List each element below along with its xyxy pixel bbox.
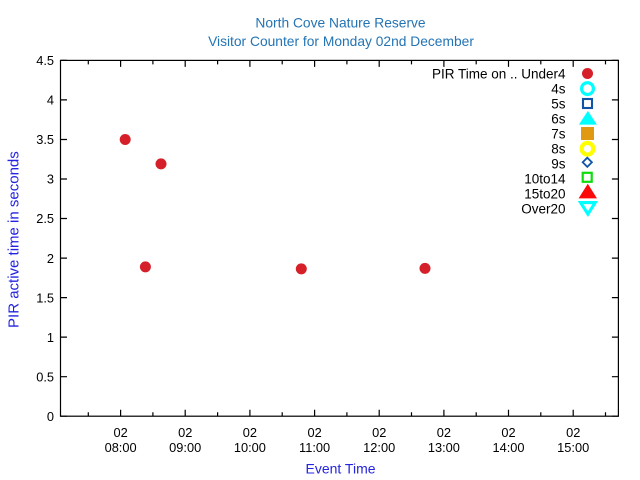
- svg-text:4: 4: [47, 93, 54, 108]
- svg-text:1.5: 1.5: [36, 290, 54, 305]
- svg-text:12:00: 12:00: [363, 440, 395, 455]
- svg-text:13:00: 13:00: [428, 440, 460, 455]
- svg-text:10:00: 10:00: [234, 440, 266, 455]
- svg-text:08:00: 08:00: [105, 440, 137, 455]
- svg-text:1: 1: [47, 330, 54, 345]
- svg-text:2: 2: [47, 251, 54, 266]
- svg-text:0.5: 0.5: [36, 369, 54, 384]
- svg-text:02: 02: [501, 425, 515, 440]
- svg-text:3.5: 3.5: [36, 132, 54, 147]
- svg-text:Event Time: Event Time: [305, 461, 375, 477]
- svg-text:4.5: 4.5: [36, 53, 54, 68]
- svg-text:11:00: 11:00: [299, 440, 330, 455]
- svg-text:North Cove Nature Reserve: North Cove Nature Reserve: [255, 16, 426, 31]
- svg-text:5s: 5s: [551, 96, 566, 111]
- svg-text:7s: 7s: [551, 126, 566, 141]
- svg-text:Visitor Counter for Monday 02n: Visitor Counter for Monday 02nd December: [208, 34, 474, 49]
- svg-text:Over20: Over20: [521, 201, 565, 216]
- svg-text:PIR active time in seconds: PIR active time in seconds: [6, 151, 23, 328]
- svg-text:3: 3: [47, 172, 54, 187]
- svg-text:02: 02: [566, 425, 580, 440]
- svg-text:0: 0: [47, 409, 54, 424]
- svg-text:02: 02: [113, 425, 127, 440]
- svg-text:14:00: 14:00: [492, 440, 524, 455]
- svg-text:02: 02: [178, 425, 192, 440]
- svg-text:02: 02: [307, 425, 321, 440]
- svg-text:09:00: 09:00: [169, 440, 201, 455]
- svg-text:8s: 8s: [551, 141, 566, 156]
- svg-text:9s: 9s: [551, 156, 566, 171]
- svg-text:4s: 4s: [551, 81, 566, 96]
- svg-text:02: 02: [372, 425, 386, 440]
- svg-text:2.5: 2.5: [36, 211, 54, 226]
- svg-text:15to20: 15to20: [524, 186, 565, 201]
- svg-text:6s: 6s: [551, 111, 566, 126]
- svg-text:02: 02: [437, 425, 451, 440]
- svg-text:PIR Time on .. Under4: PIR Time on .. Under4: [432, 66, 566, 81]
- svg-text:15:00: 15:00: [557, 440, 589, 455]
- svg-text:02: 02: [243, 425, 257, 440]
- svg-text:10to14: 10to14: [524, 171, 566, 186]
